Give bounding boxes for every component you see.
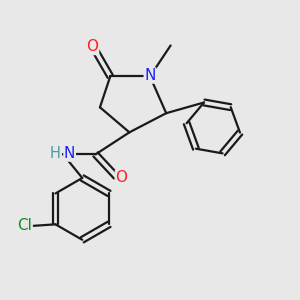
Text: Cl: Cl xyxy=(17,218,32,233)
Text: O: O xyxy=(87,39,99,54)
Text: H: H xyxy=(50,146,60,161)
Text: O: O xyxy=(116,170,128,185)
Text: N: N xyxy=(144,68,156,83)
Text: N: N xyxy=(64,146,75,161)
